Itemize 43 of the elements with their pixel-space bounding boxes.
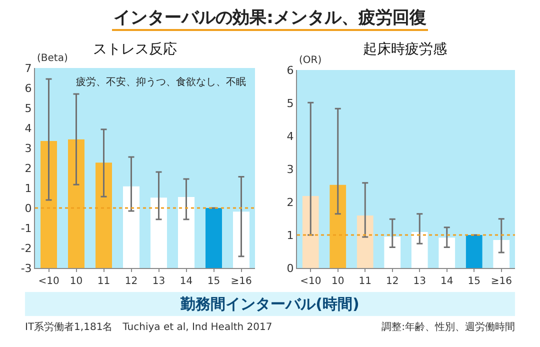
chart-title: ストレス反応 — [93, 42, 177, 58]
text: IT系労働者1,181名 Tuchiya et al, Ind Health 2017 — [25, 320, 272, 334]
y-tick-label: 6 — [286, 64, 294, 77]
y-tick-label: -2 — [20, 242, 32, 255]
x-tick-label: <10 — [38, 276, 60, 287]
y-tick-label: 1 — [286, 228, 294, 242]
x-tick-label: 14 — [180, 276, 193, 287]
x-axis-title: 勤務間インターバル(時間) — [25, 292, 515, 316]
y-tick-label: -3 — [20, 262, 32, 275]
x-tick-label: <10 — [300, 276, 322, 287]
x-tick-label: ≥16 — [230, 276, 252, 287]
y-axis-title: (OR) — [299, 55, 322, 66]
x-tick-label: 10 — [70, 276, 83, 287]
y-tick-label: 4 — [286, 130, 294, 143]
y-tick-label: 0 — [24, 202, 32, 215]
x-tick-label: 10 — [332, 276, 344, 287]
text: 調整:年齢、性別、週労働時間 — [382, 320, 515, 334]
y-tick-label: 4 — [24, 122, 32, 135]
text: インターバルの効果:メンタル、疲労回復 — [112, 8, 428, 31]
y-tick-label: 6 — [24, 82, 32, 95]
y-tick-label: 7 — [24, 62, 32, 75]
y-tick-label: 3 — [286, 162, 294, 176]
x-tick-label: 14 — [440, 276, 454, 287]
chart-title: 起床時疲労感 — [363, 42, 447, 58]
y-tick-label: 5 — [286, 96, 294, 110]
y-tick-label: 2 — [286, 196, 294, 209]
x-tick-label: 11 — [97, 276, 110, 287]
x-tick-label: 12 — [124, 276, 138, 287]
x-tick-label: 13 — [413, 276, 426, 287]
x-tick-label: 13 — [152, 276, 166, 287]
y-tick-label: 0 — [286, 262, 294, 275]
x-tick-label: 15 — [468, 276, 480, 287]
annotation: 疲労、不安、抑うつ、食欲なし、不眠 — [76, 76, 246, 88]
y-tick-label: 3 — [24, 142, 32, 155]
y-tick-label: 1 — [24, 182, 32, 195]
x-tick-label: 12 — [386, 276, 399, 287]
y-tick-label: 5 — [24, 102, 32, 115]
x-tick-label: 15 — [207, 276, 220, 287]
y-tick-label: -1 — [20, 222, 32, 235]
x-tick-label: ≥16 — [490, 276, 512, 287]
y-tick-label: 2 — [24, 162, 32, 175]
y-axis-title: (Beta) — [37, 53, 68, 64]
x-tick-label: 11 — [358, 276, 372, 287]
